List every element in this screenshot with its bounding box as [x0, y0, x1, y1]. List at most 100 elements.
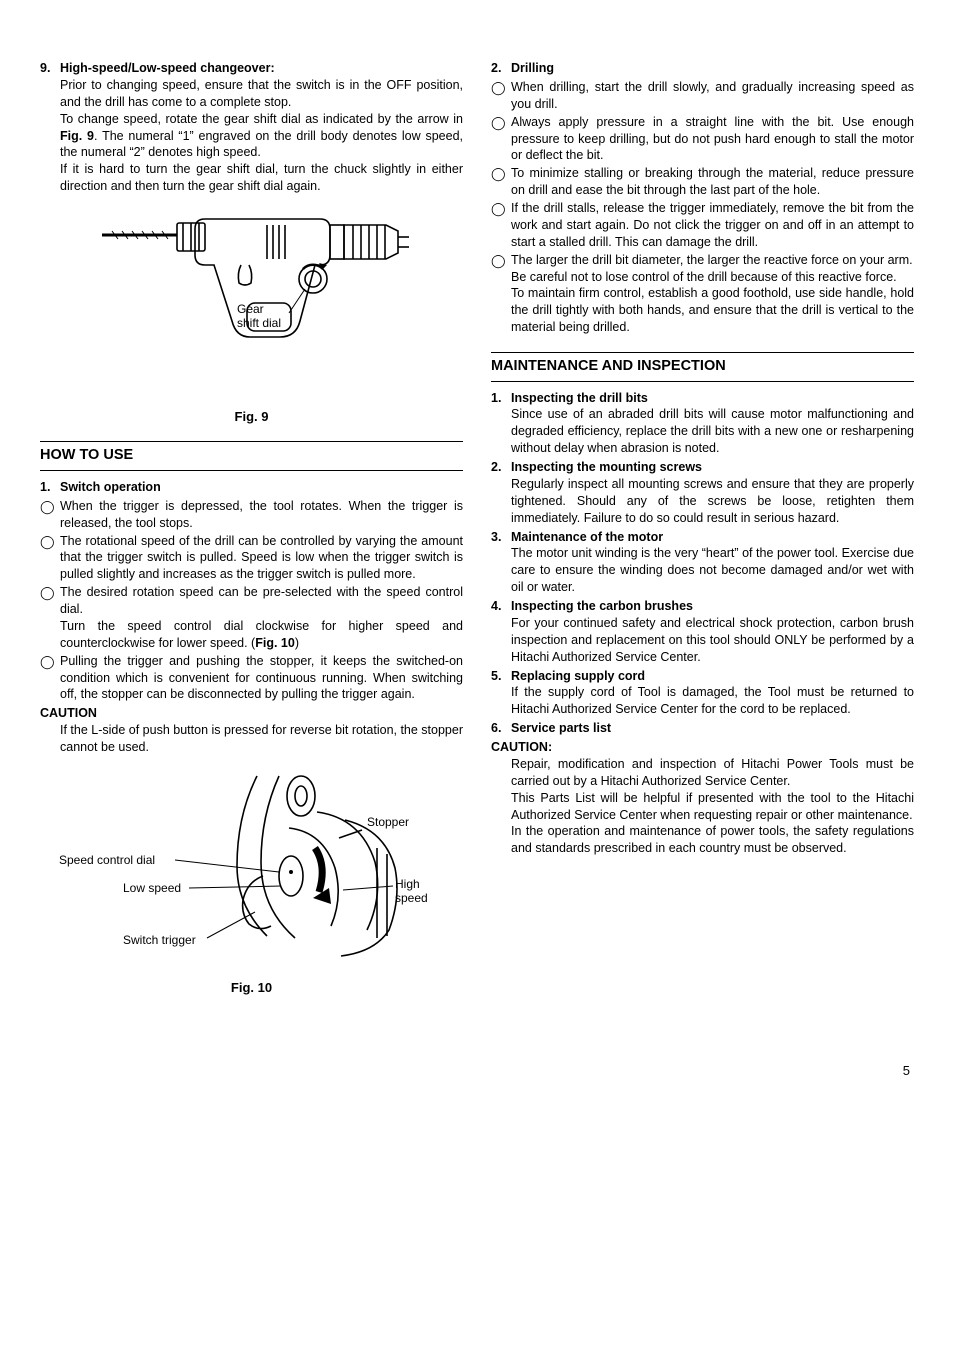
rb-3-t: To minimize stalling or breaking through…: [511, 165, 914, 199]
item-1-num: 1.: [40, 479, 60, 496]
caution-label: CAUTION: [40, 705, 463, 722]
m1-body: Inspecting the drill bits Since use of a…: [511, 390, 914, 458]
m4-title: Inspecting the carbon brushes: [511, 599, 693, 613]
item-9-p3: If it is hard to turn the gear shift dia…: [60, 162, 463, 193]
item-1: 1. Switch operation: [40, 479, 463, 496]
bullet-2: ◯ The rotational speed of the drill can …: [40, 533, 463, 584]
rb-3: ◯ To minimize stalling or breaking throu…: [491, 165, 914, 199]
m2-title: Inspecting the mounting screws: [511, 460, 702, 474]
circle-icon: ◯: [40, 653, 60, 704]
fig10-stopper: Stopper: [367, 815, 409, 829]
m3-num: 3.: [491, 529, 511, 597]
caution2-p3: In the operation and maintenance of powe…: [511, 823, 914, 857]
r-item-2: 2. Drilling: [491, 60, 914, 77]
fig10-high2: speed: [395, 891, 428, 905]
circle-icon: ◯: [491, 79, 511, 113]
right-column: 2. Drilling ◯ When drilling, start the d…: [491, 60, 914, 1002]
circle-icon: ◯: [40, 533, 60, 584]
m4-p: For your continued safety and electrical…: [511, 616, 914, 664]
rb-5-l1: The larger the drill bit diameter, the l…: [511, 253, 913, 267]
circle-icon: ◯: [491, 252, 511, 336]
rb-2: ◯ Always apply pressure in a straight li…: [491, 114, 914, 165]
item-1-title-wrap: Switch operation: [60, 479, 463, 496]
m2-p: Regularly inspect all mounting screws an…: [511, 477, 914, 525]
m6-body: Service parts list: [511, 720, 914, 737]
m5-title: Replacing supply cord: [511, 669, 645, 683]
rb-2-t: Always apply pressure in a straight line…: [511, 114, 914, 165]
figure-10: Stopper Speed control dial Low speed Hig…: [40, 768, 463, 996]
m6-num: 6.: [491, 720, 511, 737]
m5: 5. Replacing supply cord If the supply c…: [491, 668, 914, 719]
drill-illustration-svg: Gear shift dial: [87, 207, 417, 397]
m2-body: Inspecting the mounting screws Regularly…: [511, 459, 914, 527]
rb-5-l2: Be careful not to lose control of the dr…: [511, 270, 897, 284]
rb-5: ◯ The larger the drill bit diameter, the…: [491, 252, 914, 336]
m2-num: 2.: [491, 459, 511, 527]
m5-num: 5.: [491, 668, 511, 719]
rb-4: ◯ If the drill stalls, release the trigg…: [491, 200, 914, 251]
bullet-3: ◯ The desired rotation speed can be pre-…: [40, 584, 463, 652]
m3-title: Maintenance of the motor: [511, 530, 663, 544]
item-9: 9. High-speed/Low-speed changeover: Prio…: [40, 60, 463, 195]
bullet-3-line2c: ): [295, 636, 299, 650]
m5-p: If the supply cord of Tool is damaged, t…: [511, 685, 914, 716]
m5-body: Replacing supply cord If the supply cord…: [511, 668, 914, 719]
caution-text: If the L-side of push button is pressed …: [60, 722, 463, 756]
r-item-2-title: Drilling: [511, 61, 554, 75]
fig10-high1: High: [395, 877, 420, 891]
m4: 4. Inspecting the carbon brushes For you…: [491, 598, 914, 666]
m4-body: Inspecting the carbon brushes For your c…: [511, 598, 914, 666]
m3-body: Maintenance of the motor The motor unit …: [511, 529, 914, 597]
m4-num: 4.: [491, 598, 511, 666]
fig9-label-gear: Gear: [237, 302, 264, 316]
bullet-3-line2b: Fig. 10: [255, 636, 295, 650]
m1-title: Inspecting the drill bits: [511, 391, 648, 405]
bullet-1-text: When the trigger is depressed, the tool …: [60, 498, 463, 532]
m1: 1. Inspecting the drill bits Since use o…: [491, 390, 914, 458]
m6-title: Service parts list: [511, 721, 611, 735]
fig9-label-shift: shift dial: [237, 316, 281, 330]
bullet-2-text: The rotational speed of the drill can be…: [60, 533, 463, 584]
circle-icon: ◯: [491, 114, 511, 165]
bullet-3-text: The desired rotation speed can be pre-se…: [60, 584, 463, 652]
bullet-1: ◯ When the trigger is depressed, the too…: [40, 498, 463, 532]
m1-p: Since use of an abraded drill bits will …: [511, 407, 914, 455]
fig9-caption: Fig. 9: [40, 408, 463, 426]
circle-icon: ◯: [491, 200, 511, 251]
item-1-title: Switch operation: [60, 480, 161, 494]
fig10-caption: Fig. 10: [40, 979, 463, 997]
fig10-speed-dial: Speed control dial: [59, 853, 155, 867]
m3: 3. Maintenance of the motor The motor un…: [491, 529, 914, 597]
item-9-p2a: To change speed, rotate the gear shift d…: [60, 112, 463, 126]
left-column: 9. High-speed/Low-speed changeover: Prio…: [40, 60, 463, 1002]
r-item-2-num: 2.: [491, 60, 511, 77]
m2: 2. Inspecting the mounting screws Regula…: [491, 459, 914, 527]
circle-icon: ◯: [40, 498, 60, 532]
r-item-2-t: Drilling: [511, 60, 914, 77]
m1-num: 1.: [491, 390, 511, 458]
rb-1-t: When drilling, start the drill slowly, a…: [511, 79, 914, 113]
circle-icon: ◯: [40, 584, 60, 652]
item-9-body: High-speed/Low-speed changeover: Prior t…: [60, 60, 463, 195]
maintenance-heading: MAINTENANCE AND INSPECTION: [491, 352, 914, 382]
item-9-p2c: . The numeral “1” engraved on the drill …: [60, 129, 463, 160]
item-9-p2b: Fig. 9: [60, 129, 94, 143]
caution2-label: CAUTION:: [491, 739, 914, 756]
bullet-3-line1: The desired rotation speed can be pre-se…: [60, 585, 463, 616]
figure-9: Gear shift dial Fig. 9: [40, 207, 463, 425]
caution2-p1: Repair, modification and inspection of H…: [511, 756, 914, 790]
page-number: 5: [40, 1062, 914, 1080]
rb-5-l3: To maintain firm control, establish a go…: [511, 286, 914, 334]
bullet-4: ◯ Pulling the trigger and pushing the st…: [40, 653, 463, 704]
bullet-4-text: Pulling the trigger and pushing the stop…: [60, 653, 463, 704]
circle-icon: ◯: [491, 165, 511, 199]
item-9-num: 9.: [40, 60, 60, 195]
m6: 6. Service parts list: [491, 720, 914, 737]
rb-1: ◯ When drilling, start the drill slowly,…: [491, 79, 914, 113]
item-9-p1: Prior to changing speed, ensure that the…: [60, 78, 463, 109]
rb-5-t: The larger the drill bit diameter, the l…: [511, 252, 914, 336]
how-to-use-heading: HOW TO USE: [40, 441, 463, 471]
trigger-illustration-svg: Stopper Speed control dial Low speed Hig…: [57, 768, 447, 968]
fig10-low: Low speed: [123, 881, 181, 895]
caution2-p2: This Parts List will be helpful if prese…: [511, 790, 914, 824]
